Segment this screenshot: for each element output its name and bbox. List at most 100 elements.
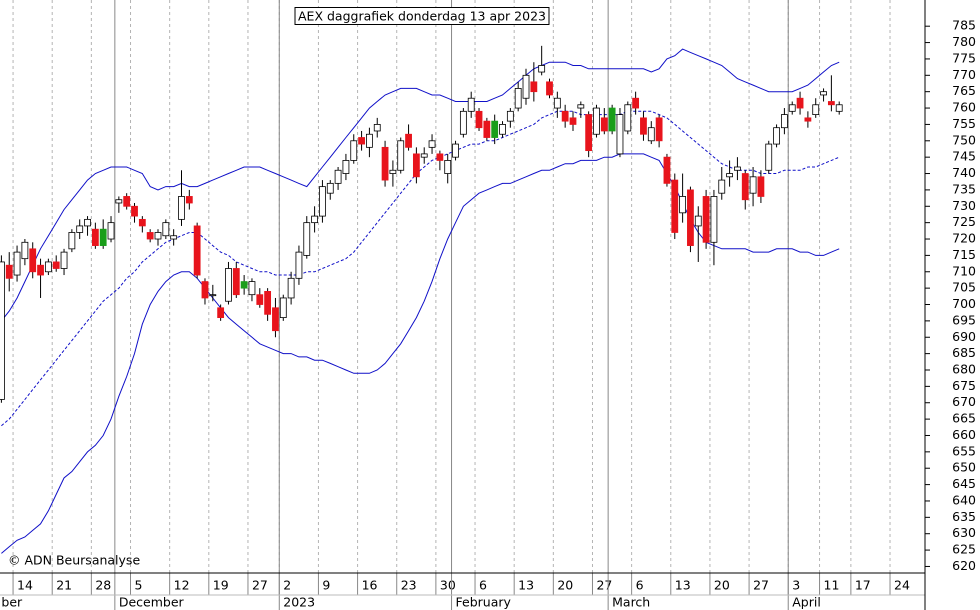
- candle-body: [123, 196, 131, 207]
- candle-body: [131, 205, 138, 217]
- candle-body: [397, 140, 405, 171]
- y-tick-label: 640: [952, 492, 976, 507]
- candle-body: [350, 140, 358, 161]
- y-tick-label: 715: [952, 247, 976, 262]
- y-tick-label: 670: [952, 394, 976, 409]
- x-tick-label: 27: [252, 578, 268, 593]
- y-tick-label: 725: [952, 214, 976, 229]
- candle-body: [13, 251, 21, 276]
- candle-body: [506, 110, 514, 122]
- candle-body: [76, 225, 84, 233]
- x-tick-label: 24: [894, 578, 910, 593]
- candle-body: [436, 153, 444, 161]
- candle-body: [84, 218, 91, 227]
- candle-body: [319, 186, 326, 217]
- x-tick-label: 12: [174, 578, 190, 593]
- candle-body: [185, 196, 193, 204]
- month-label: February: [456, 595, 512, 610]
- candle-body: [334, 169, 342, 184]
- candle-body: [44, 261, 52, 273]
- candle-body: [373, 124, 381, 132]
- candle-body: [561, 110, 569, 122]
- x-tick-label: 16: [362, 578, 378, 593]
- candle-body: [444, 160, 452, 174]
- y-tick-label: 660: [952, 427, 976, 442]
- candle-body: [553, 97, 561, 109]
- x-tick-label: 27: [596, 578, 612, 593]
- candle-body: [827, 101, 835, 106]
- month-label: December: [119, 595, 185, 610]
- candle-body: [538, 65, 546, 73]
- candle-body: [60, 251, 68, 269]
- candle-body: [608, 107, 616, 132]
- candle-body: [225, 268, 232, 302]
- y-tick-label: 675: [952, 378, 976, 393]
- candle-body: [796, 97, 804, 109]
- y-tick-label: 750: [952, 132, 976, 147]
- y-tick-label: 785: [952, 18, 976, 33]
- candle-body: [788, 104, 796, 112]
- candle-body: [240, 281, 248, 289]
- candle-body: [154, 232, 162, 240]
- y-tick-label: 645: [952, 476, 976, 491]
- candle-body: [452, 143, 459, 158]
- x-tick-label: 20: [557, 578, 573, 593]
- candle-body: [475, 110, 483, 129]
- y-tick-label: 770: [952, 67, 976, 82]
- candle-body: [499, 124, 506, 135]
- candle-body: [647, 127, 655, 142]
- candle-body: [757, 176, 765, 197]
- candle-body: [279, 297, 287, 319]
- y-tick-label: 700: [952, 296, 976, 311]
- x-tick-label: 13: [518, 578, 534, 593]
- y-tick-label: 680: [952, 361, 976, 376]
- title-box: [294, 7, 550, 25]
- band-line: [1, 48, 840, 322]
- candle-body: [0, 261, 5, 400]
- candle-body: [718, 179, 726, 194]
- x-tick-label: 6: [636, 578, 644, 593]
- y-tick-label: 765: [952, 83, 976, 98]
- y-tick-label: 710: [952, 263, 976, 278]
- candle-body: [256, 294, 264, 305]
- candle-body: [201, 281, 209, 299]
- x-tick-label: 27: [753, 578, 769, 593]
- candle-body: [804, 117, 812, 122]
- month-label: March: [612, 595, 650, 610]
- candle-body: [405, 133, 412, 148]
- candle-body: [687, 189, 694, 246]
- candle-body: [593, 107, 600, 135]
- candle-body: [577, 104, 585, 109]
- candle-body: [389, 169, 397, 174]
- candle-body: [616, 114, 624, 155]
- candle-body: [734, 166, 741, 171]
- candle-body: [366, 133, 373, 148]
- y-tick-label: 755: [952, 116, 976, 131]
- candle-body: [467, 97, 475, 112]
- x-tick-label: 13: [675, 578, 691, 593]
- candle-body: [5, 264, 13, 279]
- candle-body: [264, 291, 272, 315]
- candle-body: [741, 173, 749, 201]
- candle-body: [624, 104, 632, 132]
- y-tick-label: 635: [952, 509, 976, 524]
- candle-body: [491, 120, 499, 138]
- month-label: ber: [1, 595, 23, 610]
- candle-body: [52, 261, 60, 269]
- x-tick-label: 20: [714, 578, 730, 593]
- candle-body: [522, 74, 530, 99]
- month-label: 2023: [283, 595, 315, 610]
- x-tick-label: 28: [95, 578, 111, 593]
- candle-body: [287, 277, 295, 299]
- y-tick-label: 690: [952, 329, 976, 344]
- candle-body: [820, 91, 827, 96]
- candle-body: [585, 114, 593, 152]
- y-tick-label: 650: [952, 460, 976, 475]
- candle-body: [640, 117, 647, 135]
- y-tick-label: 780: [952, 34, 976, 49]
- candle-body: [232, 268, 240, 296]
- candle-body: [710, 196, 718, 243]
- candle-body: [726, 173, 733, 178]
- candle-body: [812, 104, 820, 116]
